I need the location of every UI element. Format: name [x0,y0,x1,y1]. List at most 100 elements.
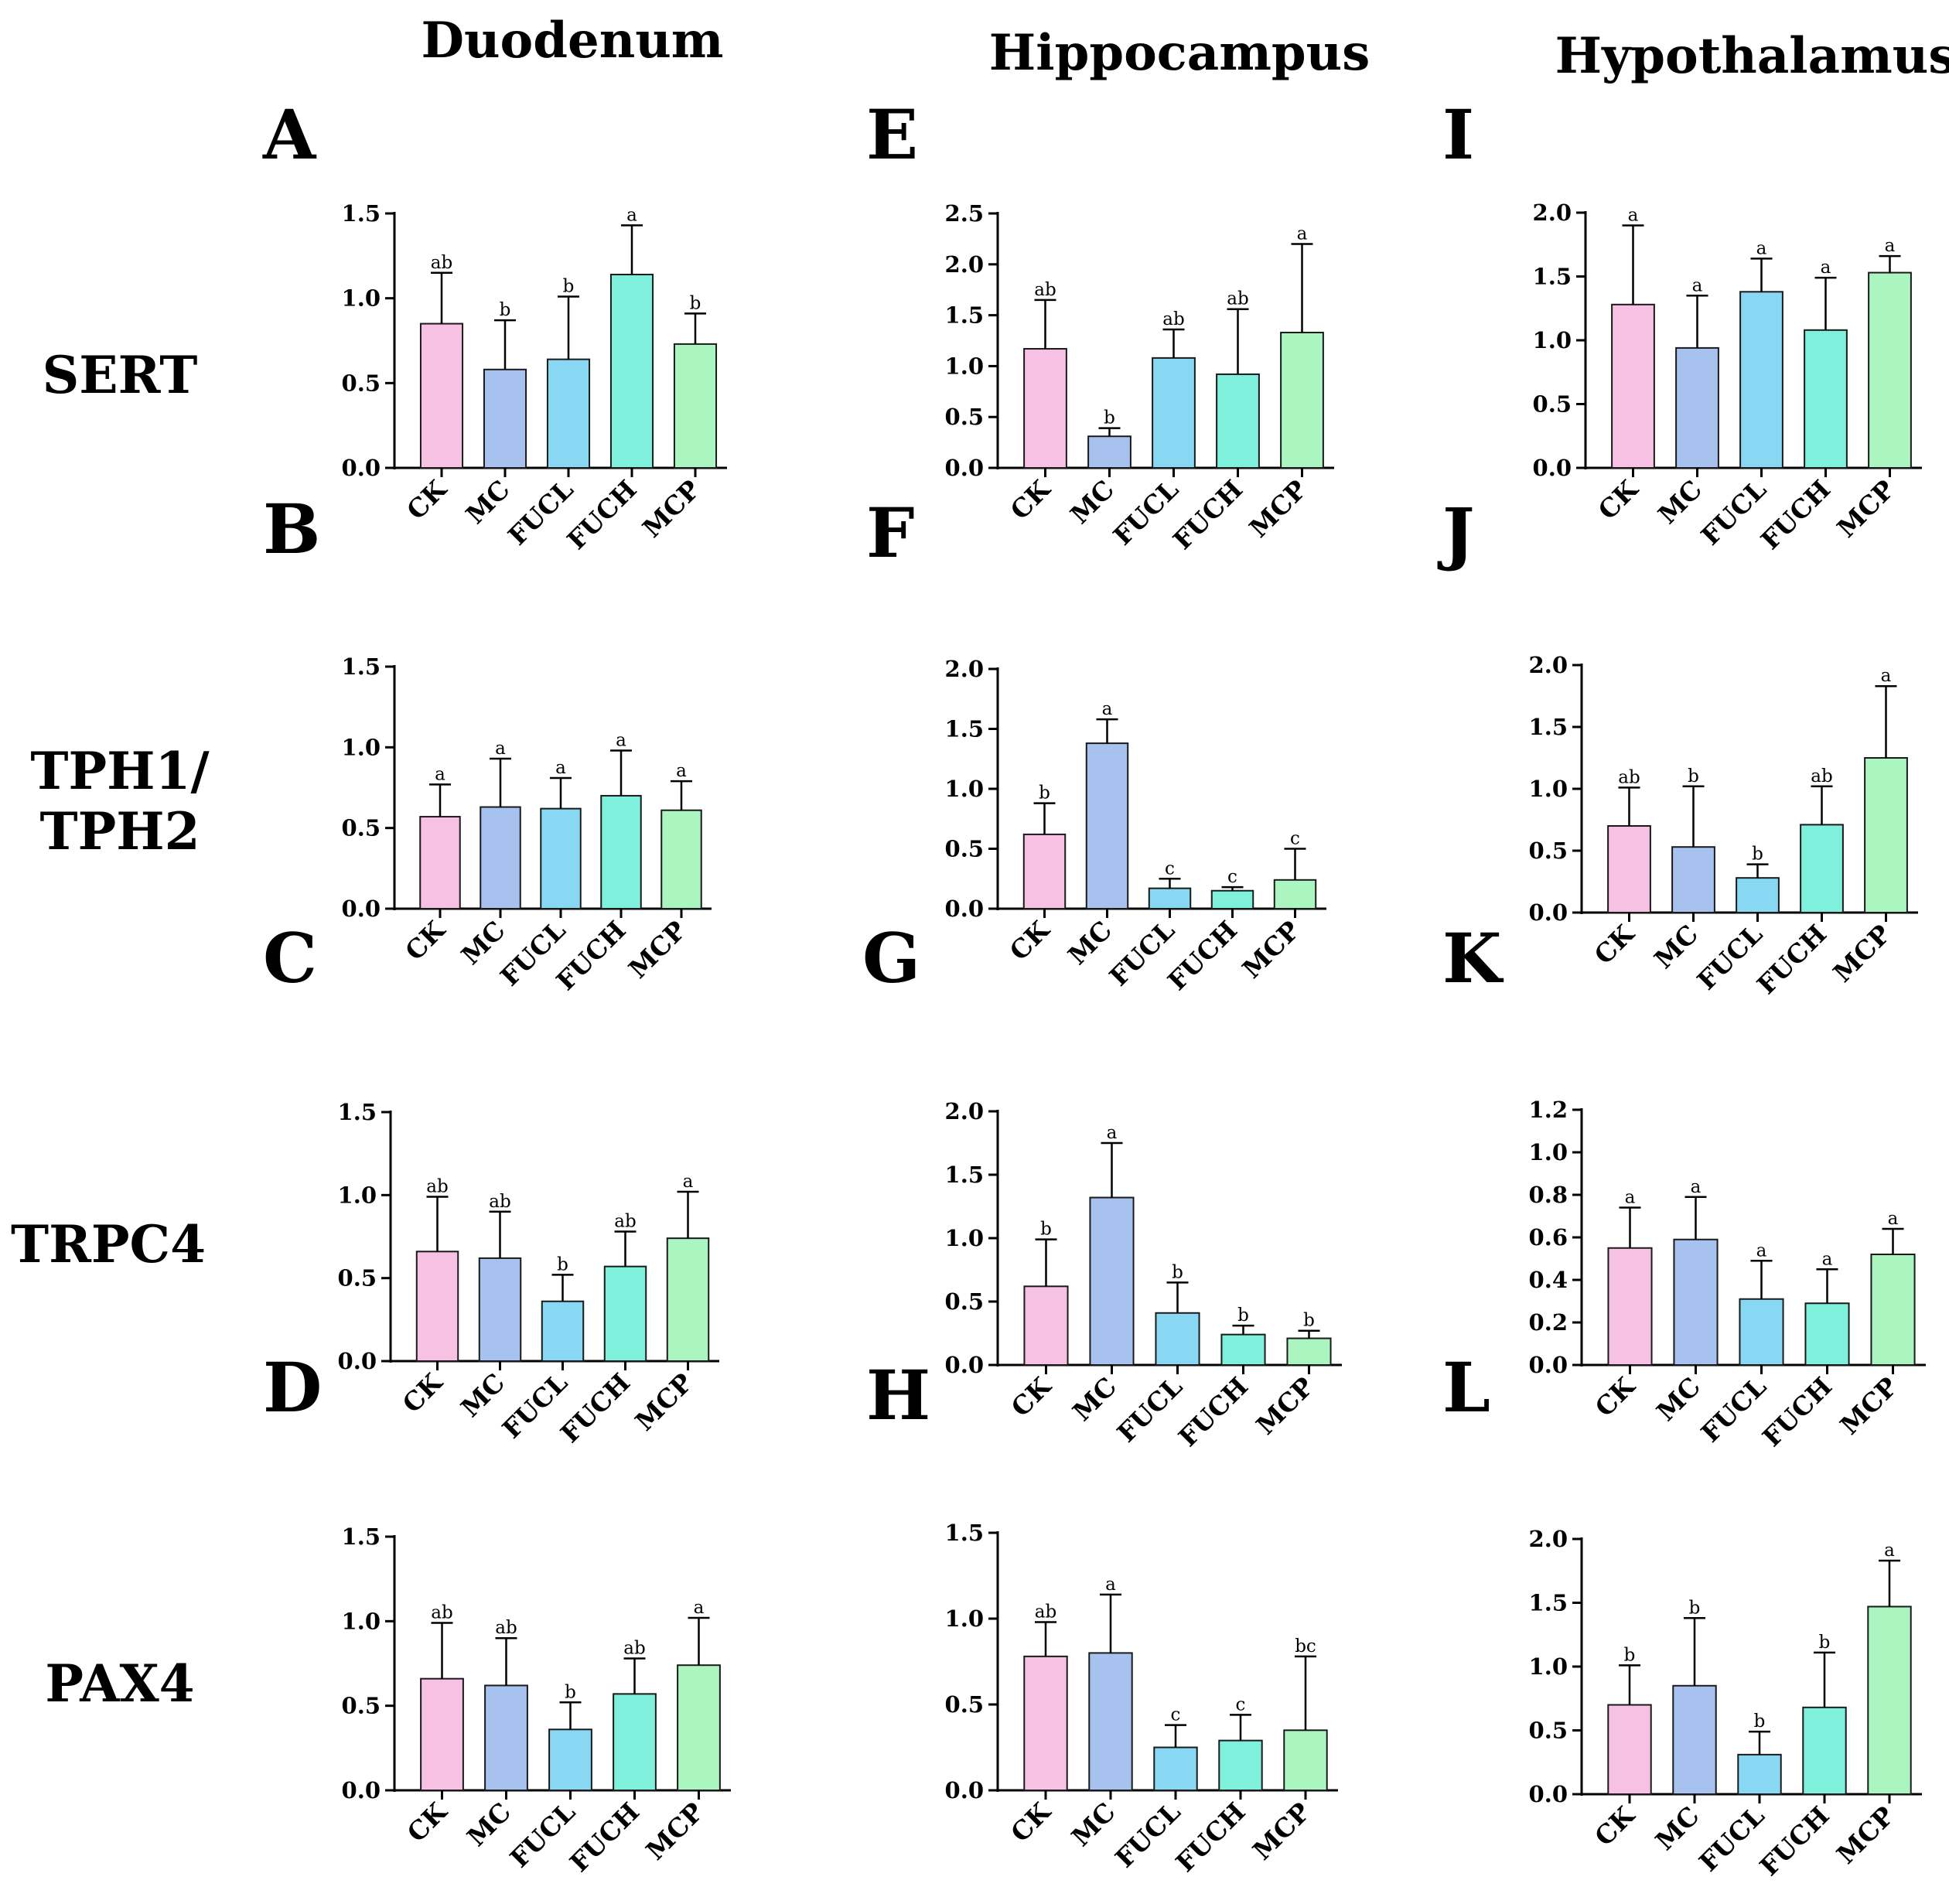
y-tick-label: 0.8 [1529,1182,1568,1208]
bar-fucl [540,807,582,910]
y-tick-label: 0.6 [1529,1224,1568,1251]
bar-mcp [1280,331,1324,469]
y-tick-label: 2.0 [945,656,984,682]
significance-label: b [1303,1311,1315,1331]
bar-fuch [603,1265,647,1363]
bar-ck [1607,1247,1653,1366]
chart-panel-e: E0.00.51.01.52.02.5abCKbMCabFUCLabFUCHaM… [866,94,1334,555]
significance-label: c [1290,829,1300,849]
y-tick-label: 2.0 [1529,1526,1568,1552]
row-label-trpc4: TRPC4 [11,1214,206,1274]
bar-ck [1023,348,1067,469]
bar-fucl [1737,1753,1782,1796]
bar-fucl [1739,291,1783,469]
panel-letter-b: B [263,489,320,569]
bar-ck [420,1677,464,1791]
significance-label: a [1691,1177,1702,1197]
bar-mcp [1273,879,1317,910]
y-tick-label: 1.0 [945,353,984,379]
category-label-fuch: FUCH [1170,1797,1251,1878]
y-tick-label: 0.0 [1533,455,1572,481]
category-label-fuch: FUCH [1751,919,1832,1000]
category-label-ck: CK [1005,1370,1057,1422]
y-tick-label: 0.0 [1529,899,1568,926]
bar-fuch [1220,1333,1266,1367]
y-tick-label: 1.5 [342,1524,381,1550]
significance-label: ab [1035,1602,1056,1622]
y-tick-label: 1.0 [342,1608,381,1634]
bar-fucl [1153,1746,1198,1791]
significance-label: a [1756,1240,1767,1261]
bar-mcp [1283,1729,1328,1792]
bar-fucl [1739,1298,1784,1366]
significance-label: a [1756,238,1767,258]
y-tick-label: 1.5 [945,302,984,329]
significance-label: c [1227,867,1237,887]
bar-fucl [541,1300,585,1362]
significance-label: b [1689,1598,1701,1618]
y-tick-label: 0.5 [1533,391,1572,418]
significance-label: a [1628,206,1639,226]
panel-letter-j: J [1437,493,1475,573]
significance-label: a [1885,236,1896,256]
significance-label: b [1624,1645,1636,1665]
y-tick-label: 0.5 [945,1691,984,1718]
significance-label: a [616,731,626,751]
y-tick-label: 0.5 [1529,1718,1568,1744]
category-label-mc: MC [461,1797,517,1852]
significance-label: a [1625,1188,1636,1208]
bar-fuch [600,794,642,910]
category-label-fuch: FUCH [551,915,632,996]
category-label-fuch: FUCH [564,1797,645,1878]
panel-letter-f: F [866,493,914,573]
category-label-mcp: MCP [1247,1797,1316,1866]
category-label-mc: MC [1067,1371,1122,1427]
significance-label: b [1688,766,1699,787]
significance-label: a [495,739,506,759]
y-tick-label: 1.0 [1529,776,1568,802]
bar-ck [1022,833,1067,910]
bar-mc [1671,846,1715,913]
significance-label: ab [489,1192,510,1212]
bar-mcp [660,809,702,910]
y-tick-label: 1.0 [1529,1653,1568,1680]
significance-label: a [1105,1575,1116,1595]
bar-fuch [1800,824,1844,914]
y-tick-label: 2.0 [1529,652,1568,678]
y-tick-label: 1.0 [342,285,381,312]
category-label-mc: MC [1650,1371,1706,1427]
bar-fuch [613,1693,657,1792]
bar-ck [1023,1655,1068,1792]
row-label-pax4: PAX4 [45,1653,194,1714]
category-label-mcp: MCP [623,915,692,984]
bar-ck [1611,303,1655,469]
significance-label: b [1039,783,1050,804]
column-title-hypothalamus: Hypothalamus [1555,27,1949,85]
significance-label: ab [1227,289,1248,309]
bar-mcp [666,1237,710,1362]
y-tick-label: 1.5 [342,200,381,227]
panel-letter-i: I [1442,94,1474,175]
chart-panel-l: L 0.0 0.5 1.0 1.5 2.0 b CK b MC b FUCL b FUCH a MCP [1442,1347,1922,1882]
category-label-ck: CK [401,473,452,525]
category-label-fuch: FUCH [1754,1800,1835,1882]
significance-label: b [1752,845,1763,865]
significance-label: bc [1295,1636,1316,1657]
bar-mc [1088,1652,1133,1791]
significance-label: ab [431,253,452,273]
bar-ck [415,1251,459,1362]
significance-label: ab [1811,766,1832,787]
bar-mcp [1868,271,1912,469]
y-tick-label: 1.0 [342,734,381,760]
panel-letter-d: D [263,1347,322,1428]
y-tick-label: 1.0 [945,1605,984,1632]
y-tick-label: 0.5 [945,1288,984,1315]
bar-mc [1673,1238,1719,1366]
significance-label: ab [495,1618,517,1638]
bar-mc [1675,346,1719,469]
category-label-mc: MC [1648,919,1704,974]
